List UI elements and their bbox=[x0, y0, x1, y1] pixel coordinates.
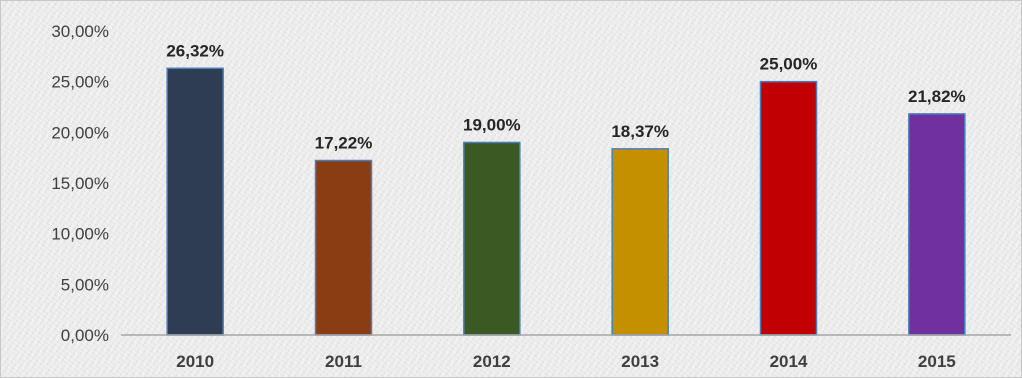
bar-2012 bbox=[463, 141, 521, 336]
data-label: 21,82% bbox=[908, 87, 966, 106]
x-axis: 2010 2011 2012 2013 2014 2015 bbox=[176, 352, 955, 371]
x-tick-label: 2014 bbox=[770, 352, 808, 371]
data-label: 25,00% bbox=[760, 55, 818, 74]
y-tick-label: 15,00% bbox=[51, 174, 109, 193]
y-axis: 0,00% 5,00% 10,00% 15,00% 20,00% 25,00% 30,00% bbox=[51, 22, 109, 345]
bars bbox=[166, 67, 966, 336]
y-tick-label: 10,00% bbox=[51, 225, 109, 244]
data-label: 26,32% bbox=[166, 41, 224, 60]
data-label: 18,37% bbox=[611, 122, 669, 141]
y-tick-label: 0,00% bbox=[61, 326, 109, 345]
bar-2013 bbox=[611, 148, 669, 336]
y-tick-label: 5,00% bbox=[61, 275, 109, 294]
data-labels: 26,32% 17,22% 19,00% 18,37% 25,00% 21,82% bbox=[166, 41, 965, 152]
bar-2014 bbox=[759, 80, 818, 336]
data-label: 19,00% bbox=[463, 115, 521, 134]
bar-2010 bbox=[166, 67, 224, 336]
x-tick-label: 2012 bbox=[473, 352, 511, 371]
data-label: 17,22% bbox=[315, 134, 373, 153]
bar-2011 bbox=[314, 159, 373, 336]
y-tick-label: 25,00% bbox=[51, 73, 109, 92]
y-tick-label: 30,00% bbox=[51, 22, 109, 41]
x-tick-label: 2011 bbox=[325, 352, 362, 371]
x-tick-label: 2013 bbox=[621, 352, 659, 371]
bar-2015 bbox=[908, 113, 966, 336]
y-tick-label: 20,00% bbox=[51, 123, 109, 142]
x-tick-label: 2015 bbox=[918, 352, 956, 371]
x-tick-label: 2010 bbox=[176, 352, 214, 371]
